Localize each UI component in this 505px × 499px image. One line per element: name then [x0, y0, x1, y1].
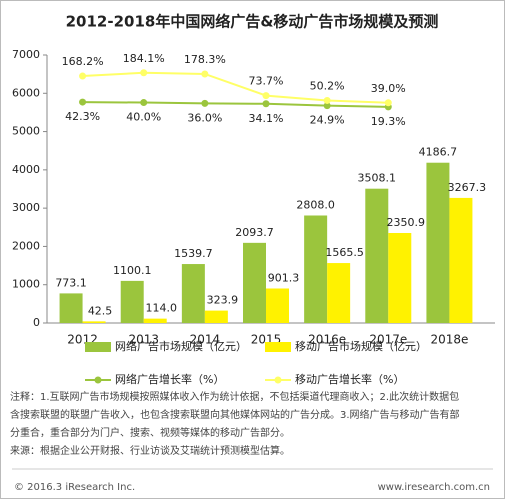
value-label: 36.0% [187, 111, 222, 124]
value-label: 773.1 [55, 276, 87, 289]
value-label: 2808.0 [296, 198, 335, 211]
value-label: 184.1% [123, 52, 165, 65]
value-label: 114.0 [145, 302, 177, 315]
bar [204, 310, 228, 323]
x-tick-label: 2016e [308, 333, 346, 347]
bar [266, 288, 289, 323]
y-tick-label: 5000 [12, 125, 40, 138]
bar [120, 280, 144, 323]
legend-swatch [85, 342, 111, 352]
bar [82, 321, 106, 323]
value-label: 1565.5 [325, 246, 364, 259]
value-label: 1539.7 [174, 247, 213, 260]
value-label: 901.3 [268, 271, 300, 284]
legend-swatch [94, 376, 102, 384]
chart-title: 2012-2018年中国网络广告&移动广告市场规模及预测 [66, 13, 439, 31]
line [82, 71, 389, 104]
line [82, 101, 389, 108]
x-tick-label: 2017e [369, 333, 407, 347]
y-tick-label: 7000 [12, 48, 40, 61]
value-label: 3267.3 [448, 181, 487, 194]
x-tick-label: 2013 [128, 333, 159, 347]
line-point [323, 96, 331, 104]
value-label: 73.7% [249, 75, 284, 88]
value-label: 178.3% [184, 53, 226, 66]
y-tick-label: 0 [33, 316, 40, 329]
value-label: 50.2% [310, 79, 345, 92]
line-point [384, 99, 392, 107]
value-label: 42.5 [88, 304, 113, 317]
line-point [201, 99, 209, 107]
value-label: 323.9 [207, 294, 239, 307]
bar [243, 242, 266, 323]
bar [327, 263, 351, 323]
legend-label: 网络广告增长率（%） [115, 372, 224, 386]
line-point [323, 102, 331, 110]
legend-label: 网络广告市场规模（亿元） [115, 339, 247, 353]
x-tick-label: 2018e [430, 333, 468, 347]
value-label: 24.9% [310, 114, 345, 127]
line-point [140, 69, 148, 77]
line-point [262, 92, 270, 100]
value-label: 3508.1 [358, 172, 397, 185]
bar [143, 318, 167, 323]
value-label: 2093.7 [235, 226, 274, 239]
y-tick-label: 1000 [12, 278, 40, 291]
value-label: 168.2% [62, 55, 104, 68]
value-label: 40.0% [126, 111, 161, 124]
website: www.iresearch.com.cn [378, 482, 490, 493]
bar [365, 188, 389, 323]
value-label: 2350.9 [387, 216, 426, 229]
note: 含搜索联盟的联盟广告收入，也包含搜索联盟向其他媒体网站的广告分成。3.网络广告与… [10, 408, 460, 421]
bar [59, 293, 83, 323]
line-point [262, 100, 270, 108]
note: 注释：1.互联网广告市场规模按照媒体收入作为统计依据，不包括渠道代理商收入；2.… [10, 390, 459, 403]
legend-label: 移动广告增长率（%） [295, 372, 404, 386]
value-label: 39.0% [371, 82, 406, 95]
note: 来源：根据企业公开财报、行业访谈及艾瑞统计预测模型估算。 [10, 444, 290, 457]
line-point [201, 70, 209, 78]
x-tick-label: 2014 [190, 333, 221, 347]
value-label: 1100.1 [113, 264, 152, 277]
legend-swatch [265, 342, 291, 352]
value-label: 42.3% [65, 110, 100, 123]
bar [388, 232, 412, 323]
line-point [79, 98, 87, 106]
bar [449, 197, 473, 323]
y-tick-label: 4000 [12, 163, 40, 176]
copyright: © 2016.3 iResearch Inc. [14, 482, 135, 493]
value-label: 4186.7 [419, 146, 458, 159]
value-label: 34.1% [249, 112, 284, 125]
bar [426, 162, 450, 323]
y-tick-label: 2000 [12, 239, 40, 252]
bar [181, 264, 205, 323]
legend-swatch [274, 376, 282, 384]
line-point [140, 99, 148, 107]
value-label: 19.3% [371, 115, 406, 128]
legend-label: 移动广告市场规模（亿元） [295, 339, 427, 353]
y-tick-label: 3000 [12, 201, 40, 214]
bar [304, 215, 328, 323]
y-tick-label: 6000 [12, 86, 40, 99]
note: 分重合，重合部分为门户、搜索、视频等媒体的移动广告部分。 [10, 426, 290, 439]
line-point [79, 72, 87, 80]
